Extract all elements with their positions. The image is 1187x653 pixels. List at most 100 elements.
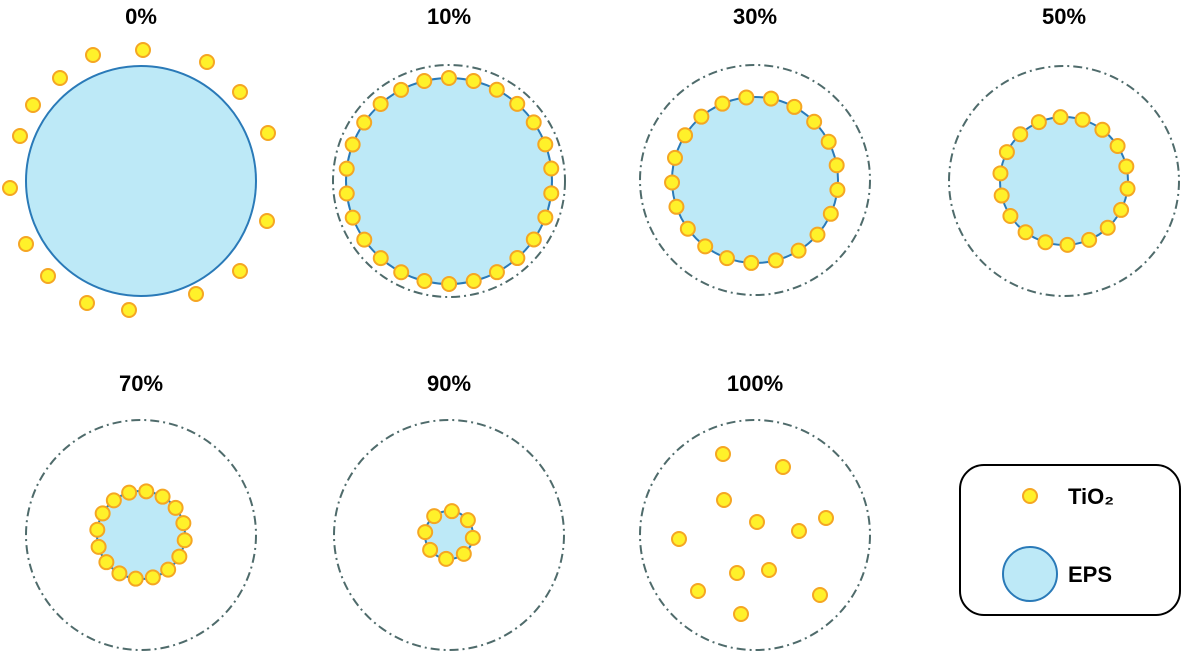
panel-label: 100% xyxy=(727,371,783,396)
panel-label: 0% xyxy=(125,4,157,29)
tio2-particle xyxy=(998,144,1015,161)
tio2-particle xyxy=(338,160,355,177)
tio2-particle xyxy=(393,81,410,98)
tio2-particle xyxy=(993,187,1010,204)
tio2-particle xyxy=(718,250,735,267)
tio2-particle xyxy=(543,160,560,177)
tio2-particle xyxy=(690,583,706,599)
tio2-particle xyxy=(1074,111,1091,128)
tio2-particle xyxy=(372,95,389,112)
tio2-particle xyxy=(127,570,144,587)
tio2-particle xyxy=(232,263,248,279)
tio2-particle xyxy=(1037,234,1054,251)
tio2-particle xyxy=(344,209,361,226)
tio2-particle xyxy=(488,81,505,98)
tio2-particle xyxy=(144,569,161,586)
tio2-particle xyxy=(822,205,839,222)
tio2-particle xyxy=(806,113,823,130)
tio2-particle xyxy=(671,531,687,547)
legend-eps-icon xyxy=(1002,546,1058,602)
tio2-particle xyxy=(105,492,122,509)
tio2-particle xyxy=(465,72,482,89)
tio2-particle xyxy=(1059,236,1076,253)
tio2-particle xyxy=(1030,114,1047,131)
tio2-particle xyxy=(2,180,18,196)
tio2-particle xyxy=(509,95,526,112)
tio2-particle xyxy=(525,231,542,248)
tio2-particle xyxy=(426,508,443,525)
boundary xyxy=(639,64,871,296)
tio2-particle xyxy=(679,220,696,237)
tio2-particle xyxy=(677,127,694,144)
tio2-particle xyxy=(85,47,101,63)
tio2-particle xyxy=(440,70,457,87)
tio2-particle xyxy=(438,550,455,567)
panel-label: 30% xyxy=(733,4,777,29)
tio2-particle xyxy=(464,529,481,546)
eps-particle xyxy=(25,65,257,297)
tio2-particle xyxy=(1118,158,1135,175)
tio2-particle xyxy=(167,499,184,516)
tio2-particle xyxy=(90,538,107,555)
tio2-particle xyxy=(1094,121,1111,138)
tio2-particle xyxy=(356,231,373,248)
tio2-particle xyxy=(1017,224,1034,241)
tio2-particle xyxy=(40,268,56,284)
tio2-particle xyxy=(761,562,777,578)
tio2-particle xyxy=(537,136,554,153)
tio2-particle xyxy=(733,606,749,622)
tio2-particle xyxy=(543,185,560,202)
legend-label: TiO₂ xyxy=(1068,484,1114,509)
tio2-particle xyxy=(259,213,275,229)
tio2-particle xyxy=(509,250,526,267)
tio2-particle xyxy=(111,565,128,582)
tio2-particle xyxy=(763,90,780,107)
tio2-particle xyxy=(459,512,476,529)
boundary xyxy=(948,65,1180,297)
panel-label: 90% xyxy=(427,371,471,396)
tio2-particle xyxy=(1113,201,1130,218)
tio2-particle xyxy=(714,95,731,112)
panels: 0% 10% 30% 50% 70% 90% 100% xyxy=(2,4,1180,651)
tio2-particle xyxy=(488,264,505,281)
tio2-particle xyxy=(1119,180,1136,197)
tio2-particle xyxy=(829,181,846,198)
tio2-particle xyxy=(338,185,355,202)
boundary xyxy=(639,419,871,651)
boundary xyxy=(332,64,566,298)
panel-label: 10% xyxy=(427,4,471,29)
tio2-particle xyxy=(812,587,828,603)
tio2-particle xyxy=(422,541,439,558)
tio2-particle xyxy=(417,524,434,541)
tio2-particle xyxy=(416,73,433,90)
tio2-particle xyxy=(1052,109,1069,126)
tio2-particle xyxy=(1081,231,1098,248)
tio2-particle xyxy=(121,484,138,501)
tio2-particle xyxy=(715,446,731,462)
tio2-particle xyxy=(1002,207,1019,224)
tio2-particle xyxy=(666,149,683,166)
tio2-particle xyxy=(188,286,204,302)
tio2-particle xyxy=(455,545,472,562)
tio2-particle xyxy=(89,521,106,538)
tio2-particle xyxy=(138,483,155,500)
tio2-particle xyxy=(18,236,34,252)
tio2-particle xyxy=(94,505,111,522)
tio2-particle xyxy=(98,554,115,571)
tio2-particle xyxy=(767,252,784,269)
tio2-particle xyxy=(1109,138,1126,155)
tio2-particle xyxy=(818,510,834,526)
boundary xyxy=(25,419,257,651)
tio2-particle xyxy=(135,42,151,58)
tio2-particle xyxy=(356,114,373,131)
tio2-particle xyxy=(175,515,192,532)
tio2-particle xyxy=(790,242,807,259)
tio2-particle xyxy=(668,198,685,215)
tio2-particle xyxy=(79,295,95,311)
tio2-particle xyxy=(416,273,433,290)
tio2-particle xyxy=(160,561,177,578)
tio2-particle xyxy=(664,174,681,191)
tio2-particle xyxy=(775,459,791,475)
tio2-particle xyxy=(199,54,215,70)
tio2-particle xyxy=(25,97,41,113)
